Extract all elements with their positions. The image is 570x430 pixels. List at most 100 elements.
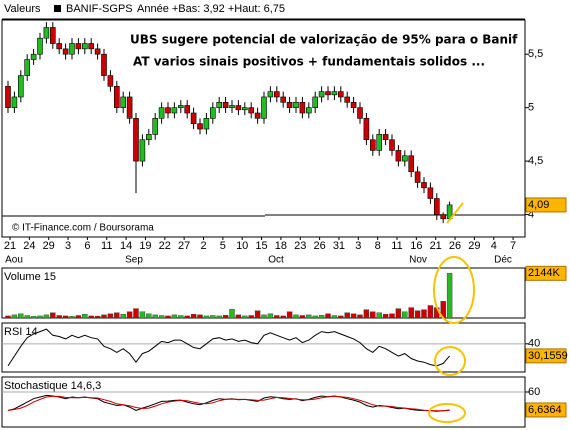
volume-bar: [216, 315, 222, 319]
candle-body: [190, 112, 197, 124]
x-tick-label: 22: [159, 240, 171, 252]
month-label: Oct: [268, 255, 284, 266]
x-tick-label: 16: [410, 240, 422, 252]
x-tick-label: 15: [255, 240, 267, 252]
volume-bar: [30, 316, 37, 319]
indicator-line: [7, 395, 450, 412]
volume-bar: [197, 314, 203, 319]
candle-body: [337, 91, 344, 98]
x-tick-label: 21: [4, 240, 16, 252]
header-icon: [54, 5, 61, 12]
x-tick-label: 11: [101, 240, 112, 252]
candle-body: [267, 91, 274, 98]
candle-body: [11, 96, 18, 108]
candle-body: [5, 85, 11, 108]
volume-bar: [389, 313, 395, 319]
volume-bar: [120, 314, 126, 319]
volume-bar: [190, 314, 197, 319]
volume-bar: [357, 314, 363, 319]
volume-bar: [446, 273, 453, 319]
x-tick-label: 6: [84, 240, 90, 252]
candle-body: [82, 43, 88, 50]
candle-body: [165, 107, 171, 114]
volume-bar: [184, 315, 190, 319]
candle-body: [43, 27, 50, 39]
candle-body: [101, 53, 107, 76]
month-label: Aou: [5, 255, 23, 266]
x-tick-label: 19: [139, 240, 151, 252]
volume-bar: [75, 315, 82, 319]
volume-bar: [402, 311, 408, 319]
candle-body: [216, 102, 222, 108]
volume-bar: [126, 311, 133, 319]
volume-bar: [11, 314, 18, 319]
last-value-label: 6,6364: [528, 404, 562, 416]
x-tick-label: 10: [236, 240, 248, 252]
volume-bar: [363, 309, 370, 319]
volume-bar: [222, 315, 229, 319]
candle-body: [382, 134, 389, 141]
candle-body: [401, 155, 408, 162]
y-tick-label: 60: [528, 386, 540, 398]
volume-bar: [382, 314, 389, 319]
volume-bar: [421, 309, 427, 319]
candle-body: [242, 107, 248, 111]
x-tick-label: 29: [43, 240, 55, 252]
highlight-circle: [434, 346, 466, 376]
volume-bar: [235, 314, 242, 319]
last-value-label: 30,1559: [528, 350, 568, 362]
candle-body: [210, 107, 216, 119]
candle-body: [197, 123, 203, 130]
candle-body: [293, 102, 299, 108]
last-value-box: [525, 402, 567, 418]
x-tick-label: 23: [294, 240, 306, 252]
volume-bar: [318, 315, 325, 319]
candle-body: [261, 96, 267, 119]
candle-body: [139, 139, 146, 162]
candle-body: [120, 96, 126, 108]
x-tick-label: 8: [375, 240, 381, 252]
x-tick-label: 3: [355, 240, 361, 252]
volume-bar: [114, 312, 120, 319]
candle-body: [114, 85, 120, 108]
volume-bar: [280, 315, 286, 319]
volume-bar: [254, 310, 261, 319]
annotation: UBS sugere potencial de valorização de 9…: [130, 33, 518, 47]
last-value-label: 2144K: [528, 267, 560, 279]
candle-body: [248, 107, 254, 114]
candle-body: [331, 91, 338, 96]
panel-frame: [1, 322, 526, 373]
volume-bar: [338, 315, 344, 319]
panel-frame: [1, 376, 526, 428]
x-tick-label: 18: [275, 240, 287, 252]
panel-title: Stochastique 14,6,3: [4, 380, 101, 392]
volume-bar: [165, 315, 171, 319]
volume-bar: [18, 313, 24, 319]
candle-body: [152, 118, 158, 135]
x-tick-label: 29: [468, 240, 480, 252]
candle-body: [203, 118, 210, 130]
x-tick-label: 4: [491, 240, 497, 252]
candle-body: [184, 105, 190, 114]
candle-body: [357, 107, 363, 119]
volume-bar: [158, 315, 165, 319]
volume-bar: [146, 313, 152, 319]
volume-bar: [286, 311, 293, 319]
candle-body: [17, 75, 24, 98]
volume-bar: [139, 311, 146, 319]
candle-body: [178, 105, 184, 108]
candle-body: [273, 91, 280, 98]
candle-body: [280, 96, 287, 103]
month-label: Sep: [125, 255, 143, 266]
volume-bar: [133, 308, 139, 319]
candle-body: [49, 27, 56, 44]
volume-bar: [395, 308, 402, 319]
candle-body: [235, 105, 242, 111]
header-range: Année +Bas: 3,92 +Haut: 6,75: [137, 3, 285, 15]
y-tick-label: 4: [528, 208, 534, 220]
last-value-box: [525, 348, 567, 364]
y-tick-label: 4,5: [528, 155, 543, 167]
candle-body: [229, 105, 235, 108]
volume-bar: [427, 305, 434, 319]
